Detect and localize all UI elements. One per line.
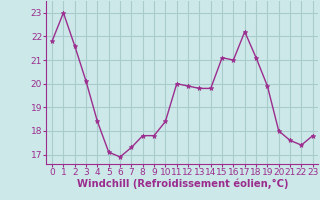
X-axis label: Windchill (Refroidissement éolien,°C): Windchill (Refroidissement éolien,°C)	[77, 179, 288, 189]
